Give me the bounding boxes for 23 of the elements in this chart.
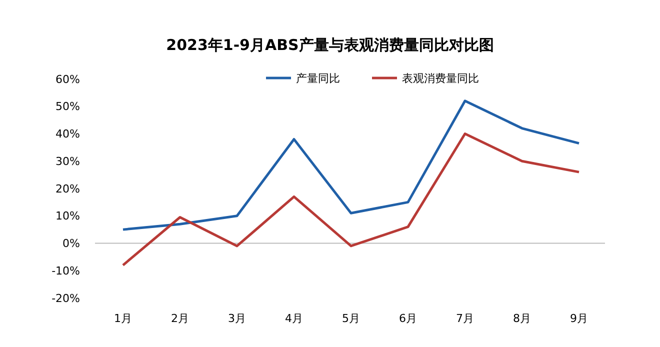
- x-tick-label: 1月: [114, 312, 132, 325]
- y-tick-label: 20%: [56, 182, 80, 196]
- y-tick-label: 50%: [56, 100, 80, 114]
- y-tick-label: -20%: [52, 292, 80, 305]
- x-tick-label: 3月: [228, 312, 246, 325]
- x-tick-label: 6月: [399, 312, 417, 325]
- chart-title: 2023年1-9月ABS产量与表观消费量同比对比图: [166, 36, 494, 54]
- x-tick-label: 9月: [570, 312, 588, 325]
- y-tick-label: 60%: [56, 72, 80, 86]
- y-tick-label: -10%: [52, 264, 80, 278]
- x-tick-label: 2月: [171, 312, 189, 325]
- y-tick-label: 30%: [56, 154, 80, 168]
- x-tick-label: 7月: [456, 312, 474, 325]
- y-tick-label: 40%: [56, 128, 80, 141]
- legend-label: 产量同比: [296, 72, 340, 85]
- x-tick-label: 5月: [342, 312, 360, 325]
- line-series: [122, 132, 580, 266]
- y-tick-label: 0%: [62, 237, 80, 250]
- y-tick-label: 10%: [56, 210, 80, 223]
- x-tick-label: 8月: [513, 312, 531, 325]
- line-series: [122, 100, 580, 231]
- legend-label: 表观消费量同比: [402, 72, 479, 85]
- x-tick-label: 4月: [285, 312, 303, 325]
